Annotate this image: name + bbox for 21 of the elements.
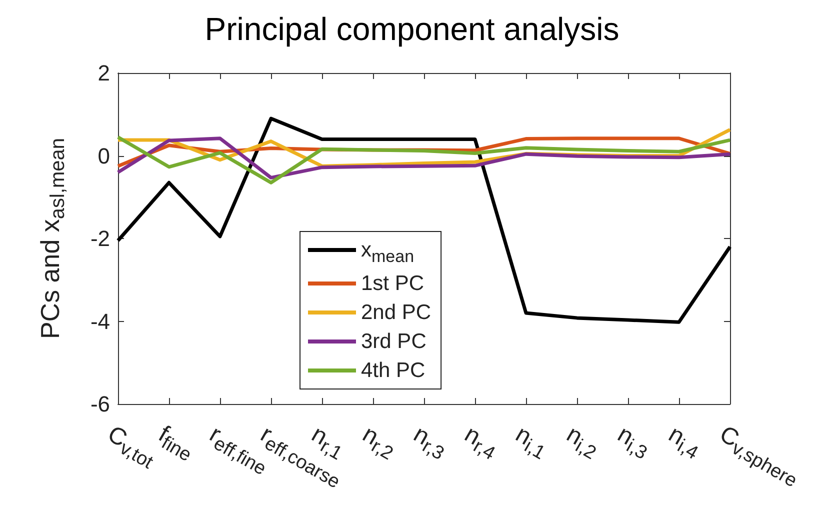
y-tick-label: -6 bbox=[90, 392, 110, 416]
x-tick-label: nr,3 bbox=[409, 420, 448, 465]
x-tick-label: Cv,tot bbox=[103, 420, 157, 474]
legend-label: 2nd PC bbox=[361, 301, 432, 324]
y-axis-title: PCs and xasl,mean bbox=[35, 138, 69, 340]
x-tick-label: ni,2 bbox=[562, 420, 600, 464]
legend-label: 1st PC bbox=[361, 272, 424, 295]
y-tick-label: -2 bbox=[90, 226, 110, 251]
y-tick-label: 0 bbox=[98, 143, 110, 168]
y-tick-label: 2 bbox=[98, 60, 110, 86]
x-tick-label: nr,2 bbox=[358, 420, 396, 465]
x-tick-label: ni,4 bbox=[664, 420, 702, 464]
y-tick-label: -4 bbox=[90, 308, 110, 334]
x-tick-label: ffine bbox=[154, 420, 195, 466]
legend-label: 4th PC bbox=[361, 359, 426, 382]
legend-label: 3rd PC bbox=[361, 330, 426, 353]
x-tick-label: ni,1 bbox=[511, 420, 548, 464]
x-tick-label: ni,3 bbox=[613, 420, 650, 464]
chart-title: Principal component analysis bbox=[204, 11, 620, 47]
x-tick-label: nr,4 bbox=[460, 420, 498, 465]
line-series bbox=[116, 116, 732, 324]
